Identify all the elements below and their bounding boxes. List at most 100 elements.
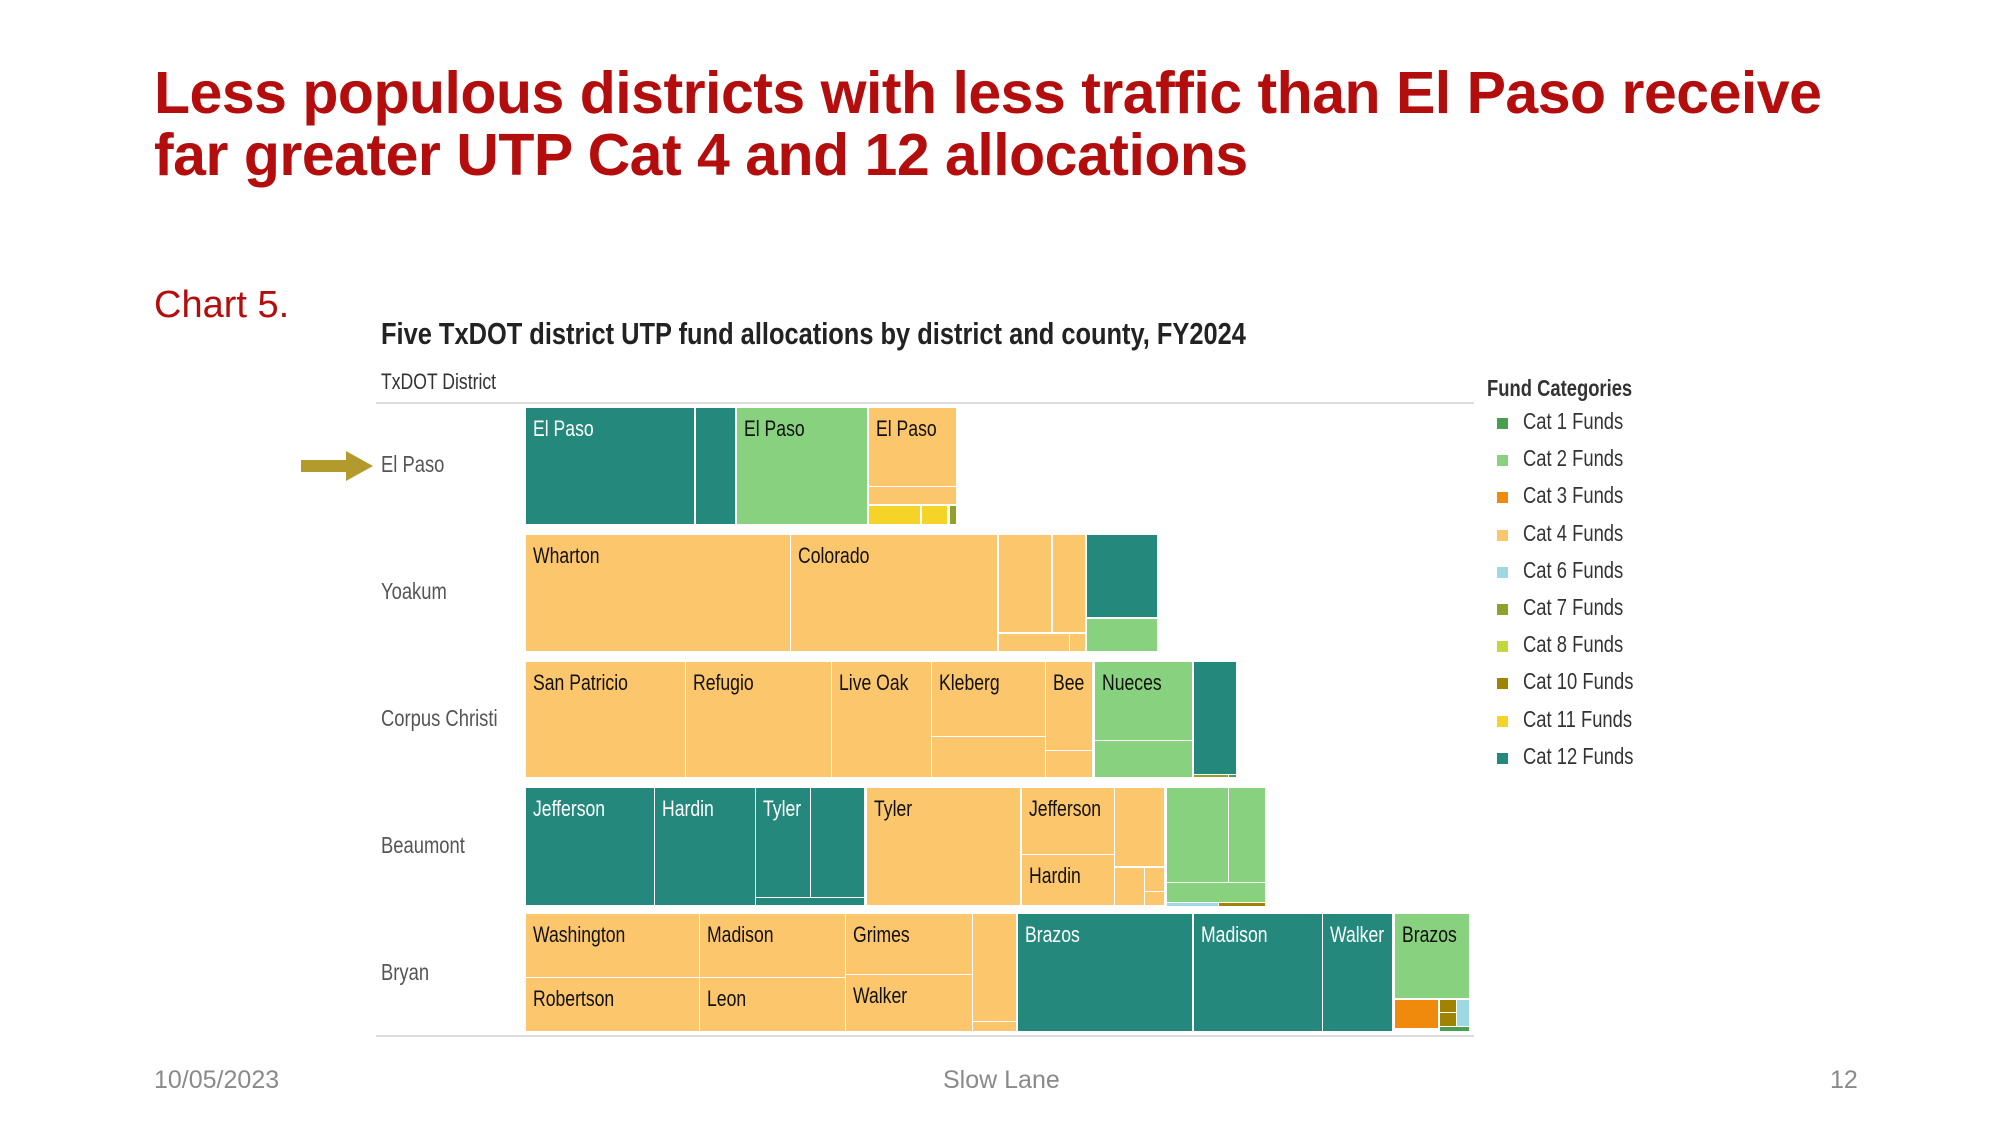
chart-number: Chart 5. [154, 284, 290, 326]
legend-label: Cat 1 Funds [1523, 408, 1624, 434]
cell-label: El Paso [744, 416, 805, 441]
cell-label: Nueces [1102, 670, 1162, 695]
slide-title-line-1: Less populous districts with less traffi… [154, 60, 1822, 126]
legend-label: Cat 6 Funds [1523, 556, 1624, 583]
treemap-cell-cat4: San Patricio [526, 662, 685, 777]
treemap-cell-cat12 [811, 788, 864, 897]
treemap-cell-cat2 [1095, 741, 1192, 777]
treemap-cell-cat6 [1457, 1000, 1469, 1026]
cell-label: El Paso [533, 416, 594, 441]
legend-label: Cat 3 Funds [1523, 482, 1624, 509]
treemap-cell-cat7 [950, 506, 956, 524]
district-label: El Paso [381, 451, 445, 477]
treemap-cell-cat3 [1395, 1000, 1438, 1028]
bottom-divider [376, 1035, 1474, 1037]
legend-swatch-icon [1497, 529, 1508, 541]
slide-title: Less populous districts with less traffi… [154, 60, 1822, 186]
treemap-cell-cat12: Walker [1323, 914, 1392, 1031]
treemap-cell-cat1 [1229, 775, 1236, 777]
legend-label: Cat 12 Funds [1523, 742, 1634, 769]
treemap-cell-cat2 [1087, 619, 1157, 651]
page-number: 12 [1830, 1066, 1858, 1094]
cell-label: Robertson [533, 986, 615, 1011]
treemap-cell-cat4 [1145, 892, 1164, 905]
treemap-cell-cat10 [1440, 1013, 1456, 1026]
treemap-cell-cat11 [869, 506, 920, 524]
treemap-cell-cat12: Brazos [1018, 914, 1192, 1031]
treemap-cell-cat10 [1440, 1000, 1456, 1012]
treemap-cell-cat4 [869, 487, 956, 504]
cell-label: Jefferson [1029, 796, 1102, 821]
treemap-cell-cat1 [1440, 1027, 1469, 1031]
treemap-cell-cat12: Hardin [655, 788, 755, 905]
row-axis-title: TxDOT District [381, 369, 497, 394]
treemap-cell-cat4 [1115, 868, 1144, 905]
treemap-cell-cat4: Walker [846, 975, 972, 1031]
cell-label: Walker [1330, 922, 1385, 947]
cell-label: Colorado [798, 543, 870, 568]
treemap-cell-cat12 [756, 898, 864, 905]
treemap-cell-cat2 [1167, 788, 1228, 882]
legend-label: Cat 4 Funds [1523, 519, 1624, 546]
cell-label: El Paso [876, 416, 937, 441]
cell-label: Live Oak [839, 670, 909, 695]
treemap-cell-cat4: Kleberg [932, 662, 1045, 736]
district-label: Beaumont [381, 832, 465, 858]
cell-label: Washington [533, 922, 626, 947]
treemap-cell-cat4 [1053, 535, 1085, 632]
treemap-cell-cat4 [1046, 751, 1092, 777]
treemap-cell-cat2 [1229, 788, 1265, 882]
treemap-cell-cat6 [1167, 903, 1218, 906]
footer-date: 10/05/2023 [154, 1066, 280, 1094]
cell-label: Madison [707, 922, 774, 947]
legend-swatch-icon [1497, 492, 1508, 504]
treemap-cell-cat4 [999, 535, 1051, 632]
legend-swatch-icon [1497, 566, 1508, 578]
treemap-cell-cat12: El Paso [526, 408, 694, 524]
treemap-cell-cat4: Madison [700, 914, 845, 977]
treemap-cell-cat12: Tyler [756, 788, 810, 897]
treemap-cell-cat4: Leon [700, 978, 845, 1031]
treemap-cell-cat4 [1145, 868, 1164, 891]
treemap-cell-cat4: Robertson [526, 978, 699, 1031]
cell-label: Grimes [853, 922, 910, 947]
treemap-cell-cat2 [1167, 883, 1265, 902]
treemap-cell-cat4: El Paso [869, 408, 956, 486]
legend-label: Cat 10 Funds [1523, 668, 1634, 695]
treemap-cell-cat12 [696, 408, 735, 524]
cell-label: Kleberg [939, 670, 1000, 695]
footer-center: Slow Lane [943, 1066, 1060, 1094]
cell-label: Leon [707, 986, 747, 1011]
legend-swatch-icon [1497, 455, 1508, 467]
legend-title: Fund Categories [1487, 375, 1633, 401]
cell-label: Bee [1053, 670, 1085, 695]
treemap-cell-cat2: Brazos [1395, 914, 1469, 998]
cell-label: Brazos [1402, 922, 1457, 947]
treemap-cell-cat7 [1194, 775, 1228, 777]
treemap-cell-cat12 [1087, 535, 1157, 617]
legend-swatch-icon [1497, 418, 1508, 429]
legend-swatch-icon [1497, 715, 1508, 727]
treemap-cell-cat2: El Paso [737, 408, 867, 524]
treemap-cell-cat4 [973, 1022, 1016, 1031]
treemap-cell-cat4: Wharton [526, 535, 790, 651]
treemap-cell-cat4: Washington [526, 914, 699, 977]
cell-label: Tyler [763, 796, 802, 821]
district-label: Bryan [381, 959, 430, 985]
treemap-cell-cat4 [932, 737, 1045, 777]
cell-label: Tyler [874, 796, 913, 821]
legend-label: Cat 7 Funds [1523, 594, 1624, 620]
cell-label: Hardin [662, 796, 714, 821]
legend-label: Cat 2 Funds [1523, 445, 1624, 472]
treemap-cell-cat4: Grimes [846, 914, 972, 974]
treemap-cell-cat4: Jefferson [1022, 788, 1114, 854]
district-label: Yoakum [381, 578, 447, 604]
cell-label: Madison [1201, 922, 1268, 947]
cell-label: Walker [853, 983, 908, 1008]
treemap-cell-cat4: Refugio [686, 662, 831, 777]
district-label: Corpus Christi [381, 705, 498, 731]
treemap-cell-cat12: Jefferson [526, 788, 654, 905]
treemap-cell-cat12: Madison [1194, 914, 1322, 1031]
treemap-cell-cat11 [922, 506, 947, 524]
cell-label: Hardin [1029, 863, 1081, 888]
